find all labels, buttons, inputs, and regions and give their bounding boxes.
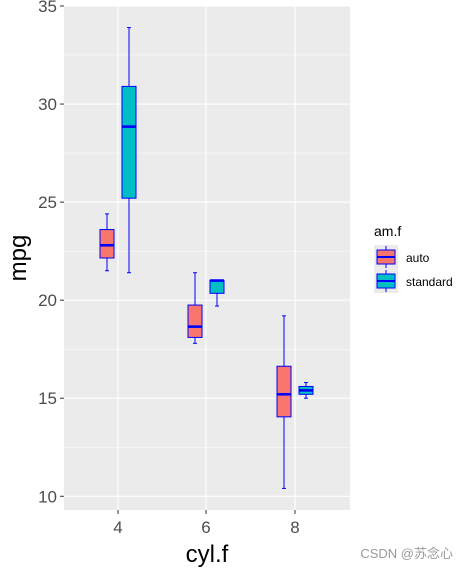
x-tick-label: 4 (113, 518, 122, 537)
box-body (209, 280, 225, 294)
x-tick-label: 8 (290, 518, 299, 537)
y-tick-label: 10 (38, 487, 57, 506)
y-tick-label: 15 (38, 389, 57, 408)
y-tick-label: 35 (38, 0, 57, 16)
y-axis-title: mpg (5, 235, 32, 282)
box-standard-8 (298, 382, 314, 399)
watermark: CSDN @苏念心 (360, 546, 453, 561)
legend-title: am.f (374, 223, 401, 239)
box-standard-6 (209, 279, 225, 307)
legend: am.f auto standard (374, 223, 453, 293)
box-body (187, 304, 203, 338)
legend-label: standard (406, 275, 453, 289)
y-axis: 10 15 20 25 30 35 (38, 0, 64, 506)
y-tick-label: 20 (38, 291, 57, 310)
box-auto-8 (276, 315, 292, 489)
box-body (99, 229, 115, 259)
legend-entry-standard: standard (374, 269, 453, 293)
x-axis-title: cyl.f (186, 541, 229, 568)
box-auto-6 (187, 272, 203, 344)
x-axis: 4 6 8 (113, 510, 300, 537)
box-body (276, 365, 292, 418)
x-tick-label: 6 (201, 518, 210, 537)
y-tick-label: 25 (38, 193, 57, 212)
box-body (121, 85, 137, 199)
y-tick-label: 30 (38, 95, 57, 114)
box-series (99, 27, 314, 489)
box-auto-4 (99, 213, 115, 272)
legend-entry-auto: auto (374, 245, 430, 269)
box-standard-4 (121, 27, 137, 274)
legend-label: auto (406, 251, 430, 265)
grid-lines (64, 5, 350, 510)
